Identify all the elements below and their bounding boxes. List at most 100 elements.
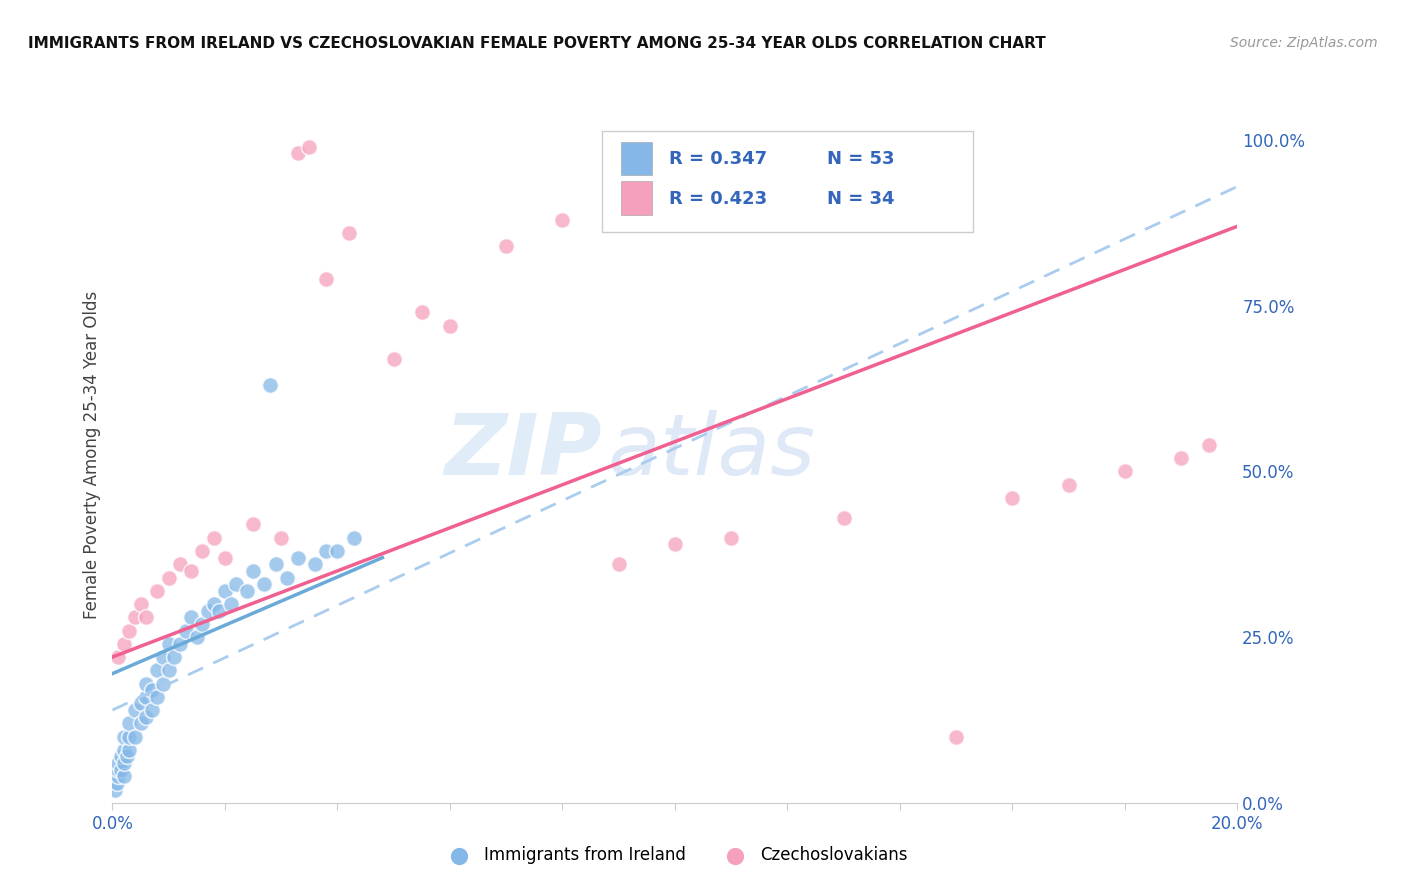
Point (304, 558, 326, 572)
Point (315, 544, 337, 558)
Point (326, 544, 349, 558)
Point (112, 756, 135, 770)
Point (439, 318, 461, 333)
Point (135, 709, 157, 723)
Legend: Immigrants from Ireland, Czechoslovakians: Immigrants from Ireland, Czechoslovakian… (436, 839, 914, 871)
Text: R = 0.347: R = 0.347 (669, 150, 768, 168)
Point (270, 531, 292, 545)
Point (664, 537, 686, 551)
Point (832, 511, 855, 525)
Point (214, 583, 236, 598)
Point (191, 616, 214, 631)
Point (107, 756, 129, 770)
Point (129, 697, 152, 711)
Point (174, 624, 197, 638)
Point (152, 676, 174, 690)
Point (1198, 438, 1220, 452)
Point (298, 140, 321, 154)
Point (315, 272, 337, 286)
Point (110, 749, 132, 764)
Point (146, 583, 169, 598)
FancyBboxPatch shape (621, 181, 652, 215)
Point (1114, 465, 1136, 479)
Point (180, 610, 202, 624)
Point (1057, 477, 1080, 491)
Point (112, 637, 135, 651)
Point (105, 776, 128, 790)
FancyBboxPatch shape (602, 131, 973, 232)
Point (253, 577, 276, 591)
Point (202, 531, 225, 545)
Point (607, 558, 630, 572)
Point (107, 763, 129, 777)
Point (110, 763, 132, 777)
Point (157, 637, 180, 651)
Point (129, 716, 152, 731)
Point (191, 544, 214, 558)
Point (112, 743, 135, 757)
Point (115, 749, 138, 764)
Point (152, 650, 174, 665)
Point (202, 597, 225, 611)
Point (124, 703, 146, 717)
Point (219, 597, 242, 611)
Point (180, 564, 202, 578)
Point (287, 550, 309, 565)
Point (118, 743, 141, 757)
Point (124, 730, 146, 744)
Point (169, 637, 191, 651)
Point (157, 663, 180, 677)
Point (135, 690, 157, 704)
Y-axis label: Female Poverty Among 25-34 Year Olds: Female Poverty Among 25-34 Year Olds (83, 291, 101, 619)
Point (124, 610, 146, 624)
Text: Source: ZipAtlas.com: Source: ZipAtlas.com (1230, 36, 1378, 50)
Point (141, 703, 163, 717)
Point (495, 239, 517, 253)
Point (107, 650, 129, 665)
Point (197, 604, 219, 618)
Point (276, 570, 298, 584)
Point (146, 690, 169, 704)
Text: ZIP: ZIP (444, 410, 602, 493)
Point (214, 550, 236, 565)
Point (264, 558, 287, 572)
Text: R = 0.423: R = 0.423 (669, 190, 768, 208)
Point (112, 730, 135, 744)
Point (107, 769, 129, 783)
Point (118, 716, 141, 731)
FancyBboxPatch shape (621, 142, 652, 175)
Point (1001, 491, 1024, 505)
Point (112, 769, 135, 783)
Point (337, 226, 360, 240)
Point (1170, 451, 1192, 466)
Point (945, 730, 967, 744)
Point (186, 630, 208, 644)
Point (163, 650, 186, 665)
Point (146, 663, 169, 677)
Point (118, 730, 141, 744)
Point (411, 305, 433, 319)
Point (157, 570, 180, 584)
Point (225, 577, 247, 591)
Point (135, 610, 157, 624)
Text: IMMIGRANTS FROM IRELAND VS CZECHOSLOVAKIAN FEMALE POVERTY AMONG 25-34 YEAR OLDS : IMMIGRANTS FROM IRELAND VS CZECHOSLOVAKI… (28, 36, 1046, 51)
Point (104, 782, 127, 797)
Text: N = 53: N = 53 (827, 150, 894, 168)
Point (129, 597, 152, 611)
Text: atlas: atlas (607, 410, 815, 493)
Point (118, 624, 141, 638)
Point (343, 531, 366, 545)
Point (236, 583, 259, 598)
Point (382, 351, 405, 366)
Text: N = 34: N = 34 (827, 190, 894, 208)
Point (135, 676, 157, 690)
Point (141, 683, 163, 698)
Point (259, 378, 281, 392)
Point (208, 604, 231, 618)
Point (551, 212, 574, 227)
Point (720, 531, 742, 545)
Point (242, 564, 264, 578)
Point (287, 146, 309, 161)
Point (169, 558, 191, 572)
Point (242, 517, 264, 532)
